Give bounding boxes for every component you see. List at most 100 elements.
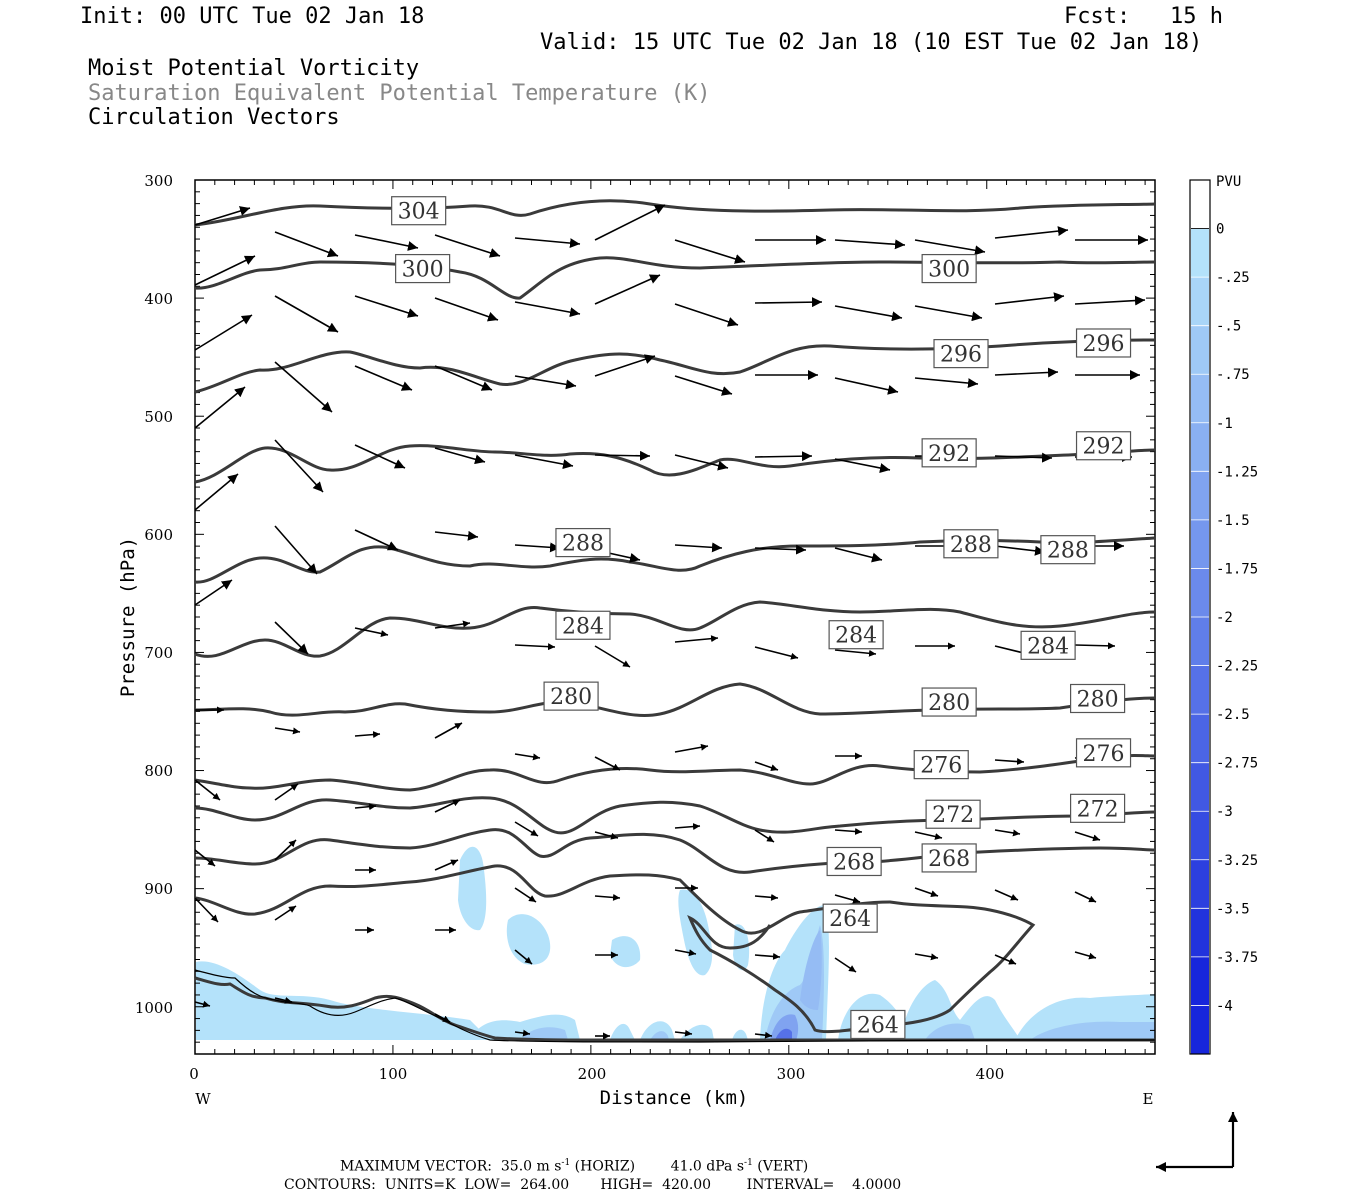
colorbar-swatch	[1191, 1005, 1209, 1055]
y-tick-900: 900	[144, 880, 173, 898]
contour-label-box	[943, 529, 999, 559]
y-tick-400: 400	[144, 290, 173, 308]
contour-label-text: 280	[1077, 687, 1119, 712]
contour-label-box	[933, 339, 989, 369]
contour-label-280: 280	[543, 681, 599, 711]
contour-label-284: 284	[555, 610, 611, 640]
circulation-vectors	[194, 204, 1148, 1040]
contour-304	[194, 199, 1156, 227]
west-label: W	[195, 1090, 211, 1108]
thetae-contours	[194, 199, 1156, 1043]
contour-label-text: 284	[562, 614, 604, 639]
colorbar-swatch	[1191, 422, 1209, 472]
colorbar-label: -1.75	[1216, 561, 1258, 577]
contour-label-box	[555, 610, 611, 640]
colorbar-label: -.25	[1216, 270, 1250, 286]
contour-label-box	[822, 903, 878, 933]
contour-264	[194, 864, 1036, 1034]
contour-label-300: 300	[395, 253, 451, 284]
contour-label-288: 288	[555, 527, 611, 558]
contour-label-text: 284	[835, 624, 877, 649]
contour-label-box	[925, 799, 981, 829]
field-title-thetae: Saturation Equivalent Potential Temperat…	[88, 81, 711, 106]
mpv-shading	[196, 846, 1155, 1040]
colorbar-label: -3.25	[1216, 853, 1258, 869]
contour-276	[194, 754, 1156, 792]
contour-292	[194, 444, 1156, 484]
contour-label-box	[913, 750, 969, 780]
contour-label-text: 300	[928, 258, 970, 283]
colorbar-swatch	[1191, 956, 1209, 1006]
contour-label-text: 272	[1077, 797, 1119, 822]
contour-label-text: 268	[928, 847, 970, 872]
colorbar-unit: PVU	[1216, 174, 1241, 190]
y-tick-500: 500	[144, 408, 173, 426]
colorbar-swatch	[1191, 908, 1209, 958]
contour-label-box	[826, 846, 882, 877]
contour-label-text: 288	[950, 533, 992, 558]
colorbar-swatch	[1191, 762, 1209, 812]
colorbar-label: -2.25	[1216, 659, 1258, 675]
x-tick-200: 200	[578, 1065, 607, 1083]
y-tick-1000: 1000	[135, 999, 173, 1017]
colorbar-label: -2.5	[1216, 707, 1250, 723]
contour-label-292: 292	[1075, 431, 1132, 461]
colorbar-swatch	[1191, 714, 1209, 764]
east-label: E	[1143, 1090, 1154, 1108]
contour-300	[194, 256, 1156, 300]
axis-minor-ticks	[194, 179, 1155, 1055]
contour-label-box	[921, 438, 977, 468]
x-tick-labels: 0 100 200 300 400	[189, 1065, 1004, 1083]
x-axis-label: Distance (km)	[600, 1087, 749, 1109]
colorbar-label: -3.5	[1216, 901, 1250, 917]
contours-info-text: CONTOURS: UNITS=K LOW= 264.00 HIGH= 420.…	[284, 1177, 902, 1193]
surface-line	[194, 969, 1155, 1043]
contour-label-text: 288	[1047, 539, 1089, 564]
contour-label-280: 280	[921, 687, 977, 717]
colorbar-swatch	[1191, 180, 1209, 230]
y-tick-labels: 300 400 500 600 700 800 900 1000	[135, 172, 173, 1017]
contour-label-box	[921, 687, 977, 717]
colorbar: PVU 0 -.25 -.5 -.75 -1 -1.25 -1.5 -1.75 -2 -2.25 -…	[1189, 174, 1258, 1055]
colorbar-swatch	[1191, 617, 1209, 667]
colorbar-label: -2	[1216, 610, 1233, 626]
colorbar-label: -4	[1216, 998, 1233, 1014]
contour-label-284: 284	[1020, 630, 1076, 660]
contour-label-296: 296	[933, 339, 989, 369]
contour-label-text: 300	[402, 258, 444, 283]
contour-label-296: 296	[1075, 328, 1132, 358]
contour-label-304: 304	[391, 196, 447, 226]
contour-label-text: 276	[920, 754, 962, 779]
x-tick-100: 100	[379, 1065, 408, 1083]
colorbar-swatch	[1191, 568, 1209, 618]
reference-vector-key	[1156, 1112, 1238, 1172]
field-title-mpv: Moist Potential Vorticity	[88, 56, 420, 81]
contour-label-288: 288	[1040, 535, 1096, 565]
contour-label-292: 292	[921, 438, 977, 468]
contour-label-288: 288	[943, 529, 999, 559]
init-time: Init: 00 UTC Tue 02 Jan 18	[80, 4, 425, 29]
contour-label-text: 304	[398, 200, 440, 225]
colorbar-label: -.5	[1216, 319, 1241, 335]
contour-label-text: 280	[928, 691, 970, 716]
contour-label-box	[1069, 683, 1126, 714]
field-title-vectors: Circulation Vectors	[88, 105, 340, 130]
contour-label-276: 276	[1075, 738, 1132, 768]
contour-label-264: 264	[850, 1009, 906, 1040]
colorbar-swatch	[1191, 471, 1209, 521]
contour-label-text: 284	[1027, 634, 1069, 659]
contour-label-text: 288	[562, 532, 604, 557]
contour-labels: 304 300 300 296 296 292 292 288 288 288 284 284 284 2…	[391, 196, 1132, 1040]
contour-label-text: 292	[928, 442, 970, 467]
y-axis-label: Pressure (hPa)	[117, 537, 139, 697]
contour-label-text: 264	[857, 1013, 899, 1038]
colorbar-swatch	[1191, 228, 1209, 278]
contour-label-text: 272	[932, 803, 974, 828]
contour-label-276: 276	[913, 750, 969, 780]
contour-label-264: 264	[822, 903, 878, 933]
plot-frame	[194, 179, 1156, 1055]
colorbar-label: -1	[1216, 416, 1233, 432]
x-tick-0: 0	[189, 1065, 199, 1083]
x-tick-300: 300	[777, 1065, 806, 1083]
